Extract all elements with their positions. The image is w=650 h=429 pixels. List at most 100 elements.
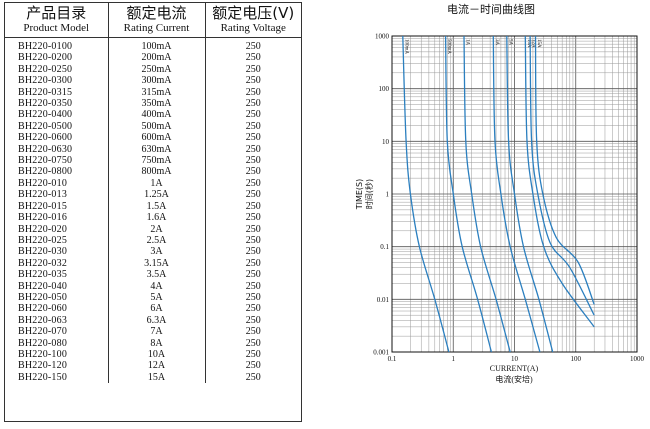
cell-rating-voltage: 250 bbox=[245, 143, 261, 155]
cell-product-model: BH220-0500 bbox=[5, 120, 109, 133]
cell-rating-voltage: 250 bbox=[245, 75, 261, 87]
cell-rating-current: 5A bbox=[108, 291, 206, 304]
table-row: BH220-060 6A 250 bbox=[5, 303, 301, 315]
cell-rating-voltage: 250 bbox=[245, 189, 261, 201]
cell-rating-current: 300mA bbox=[108, 75, 206, 87]
cell-rating-current: 6.3A bbox=[108, 314, 206, 327]
table-row: BH220-016 1.6A 250 bbox=[5, 212, 301, 224]
y-tick-label: 0.001 bbox=[373, 349, 389, 357]
series-curve bbox=[534, 35, 595, 305]
plot-frame bbox=[391, 35, 638, 353]
cell-rating-voltage: 250 bbox=[245, 120, 261, 132]
table-row: BH220-100 10A 250 bbox=[5, 348, 301, 361]
chart-title: 电流－时间曲线图 bbox=[447, 2, 535, 16]
table-row: BH220-0630 630mA 250 bbox=[5, 143, 301, 156]
y-tick-label: 0.01 bbox=[377, 296, 390, 304]
table-body: BH220-0100 100mA 250 BH220-0200 200mA 250 BH22… bbox=[5, 37, 301, 384]
table-row: BH220-013 1.25A 250 bbox=[5, 189, 301, 201]
y-axis-label: TIME(S) 时间(秒) bbox=[355, 179, 374, 211]
cell-rating-current: 1.6A bbox=[108, 212, 206, 224]
series-label: 5A bbox=[507, 39, 512, 46]
table-row: BH220-020 2A 250 bbox=[5, 223, 301, 235]
cell-rating-current: 4A bbox=[108, 280, 206, 292]
cell-product-model: BH220-016 bbox=[5, 212, 109, 224]
table-row: BH220-0500 500mA 250 bbox=[5, 120, 301, 133]
y-tick-label: 1000 bbox=[375, 33, 390, 41]
cell-product-model: BH220-035 bbox=[5, 269, 109, 281]
cell-rating-current: 100mA bbox=[108, 41, 206, 53]
cell-rating-voltage: 250 bbox=[245, 234, 261, 246]
cell-rating-voltage: 250 bbox=[245, 212, 261, 224]
cell-rating-current: 7A bbox=[108, 326, 206, 338]
series-label: 1A bbox=[465, 39, 470, 45]
series-curve bbox=[506, 35, 554, 353]
table-row: BH220-030 3A 250 bbox=[5, 246, 301, 258]
cell-rating-voltage: 250 bbox=[245, 132, 261, 144]
cell-rating-voltage: 250 bbox=[245, 257, 261, 269]
cell-rating-current: 6A bbox=[108, 303, 206, 315]
cell-product-model: BH220-013 bbox=[5, 189, 109, 201]
cell-rating-voltage: 250 bbox=[245, 223, 261, 235]
cell-product-model: BH220-063 bbox=[5, 314, 109, 327]
cell-rating-current: 250mA bbox=[108, 63, 206, 76]
cell-rating-voltage: 250 bbox=[245, 166, 261, 178]
cell-rating-current: 1.25A bbox=[108, 189, 206, 201]
table-row: BH220-0300 300mA 250 bbox=[5, 75, 301, 87]
cell-rating-current: 400mA bbox=[108, 109, 206, 121]
x-tick-label: 1 bbox=[452, 355, 456, 363]
table-row: BH220-070 7A 250 bbox=[5, 326, 301, 338]
table-spacer bbox=[5, 37, 301, 41]
spec-table: 产品目录 Product Model 额定电流 Rating Current 额… bbox=[5, 3, 301, 384]
cell-product-model: BH220-0100 bbox=[5, 41, 109, 53]
cell-product-model: BH220-0750 bbox=[5, 155, 109, 167]
table-row: BH220-120 12A 250 bbox=[5, 360, 301, 372]
cell-rating-voltage: 250 bbox=[245, 348, 261, 360]
cell-rating-current: 800mA bbox=[108, 166, 206, 178]
cell-rating-voltage: 250 bbox=[245, 177, 261, 189]
cell-product-model: BH220-050 bbox=[5, 291, 109, 304]
cell-product-model: BH220-0200 bbox=[5, 52, 109, 64]
table-row: BH220-040 4A 250 bbox=[5, 280, 301, 292]
x-tick-label: 100 bbox=[571, 355, 582, 363]
cell-product-model: BH220-060 bbox=[5, 303, 109, 315]
table-row: BH220-0800 800mA 250 bbox=[5, 166, 301, 178]
table-row: BH220-063 6.3A 250 bbox=[5, 314, 301, 327]
cell-product-model: BH220-030 bbox=[5, 246, 109, 258]
cell-rating-voltage: 250 bbox=[245, 86, 261, 98]
table-row: BH220-0250 250mA 250 bbox=[5, 63, 301, 76]
cell-product-model: BH220-0350 bbox=[5, 98, 109, 110]
series-label: 500mA bbox=[446, 39, 451, 54]
chart-series: 100mA 500mA 1A 3A 5A 10A 12A 15A bbox=[402, 35, 595, 353]
cell-rating-voltage: 250 bbox=[245, 291, 261, 303]
cell-rating-current: 2.5A bbox=[108, 234, 206, 247]
y-axis-label-cn: 时间(秒) bbox=[364, 179, 374, 209]
series-curve bbox=[402, 35, 450, 353]
series-label: 12A bbox=[531, 39, 536, 48]
header-product-model: 产品目录 Product Model bbox=[5, 3, 109, 38]
y-tick-label: 0.1 bbox=[380, 243, 389, 251]
cell-product-model: BH220-070 bbox=[5, 326, 109, 338]
cell-product-model: BH220-010 bbox=[5, 177, 109, 190]
series-curve bbox=[444, 35, 493, 353]
rating-table: 产品目录 Product Model 额定电流 Rating Current 额… bbox=[4, 2, 302, 422]
cell-rating-voltage: 250 bbox=[245, 280, 261, 292]
series-curve bbox=[524, 35, 595, 328]
cell-product-model: BH220-120 bbox=[5, 360, 109, 372]
cell-product-model: BH220-0250 bbox=[5, 63, 109, 76]
cell-rating-current: 1.5A bbox=[108, 200, 206, 213]
table-row: BH220-035 3.5A 250 bbox=[5, 269, 301, 281]
cell-rating-current: 3.15A bbox=[108, 257, 206, 270]
cell-product-model: BH220-020 bbox=[5, 223, 109, 235]
series-label: 100mA bbox=[403, 39, 408, 54]
cell-rating-current: 3A bbox=[108, 246, 206, 258]
cell-product-model: BH220-0300 bbox=[5, 75, 109, 87]
table-row: BH220-050 5A 250 bbox=[5, 291, 301, 304]
series-curve bbox=[463, 35, 511, 353]
cell-rating-voltage: 250 bbox=[245, 246, 261, 258]
series-curve bbox=[529, 35, 595, 316]
cell-rating-current: 630mA bbox=[108, 143, 206, 156]
y-tick-label: 100 bbox=[379, 85, 390, 93]
cell-rating-current: 3.5A bbox=[108, 269, 206, 281]
cell-product-model: BH220-015 bbox=[5, 200, 109, 213]
x-axis-label: CURRENT(A) bbox=[490, 364, 539, 373]
